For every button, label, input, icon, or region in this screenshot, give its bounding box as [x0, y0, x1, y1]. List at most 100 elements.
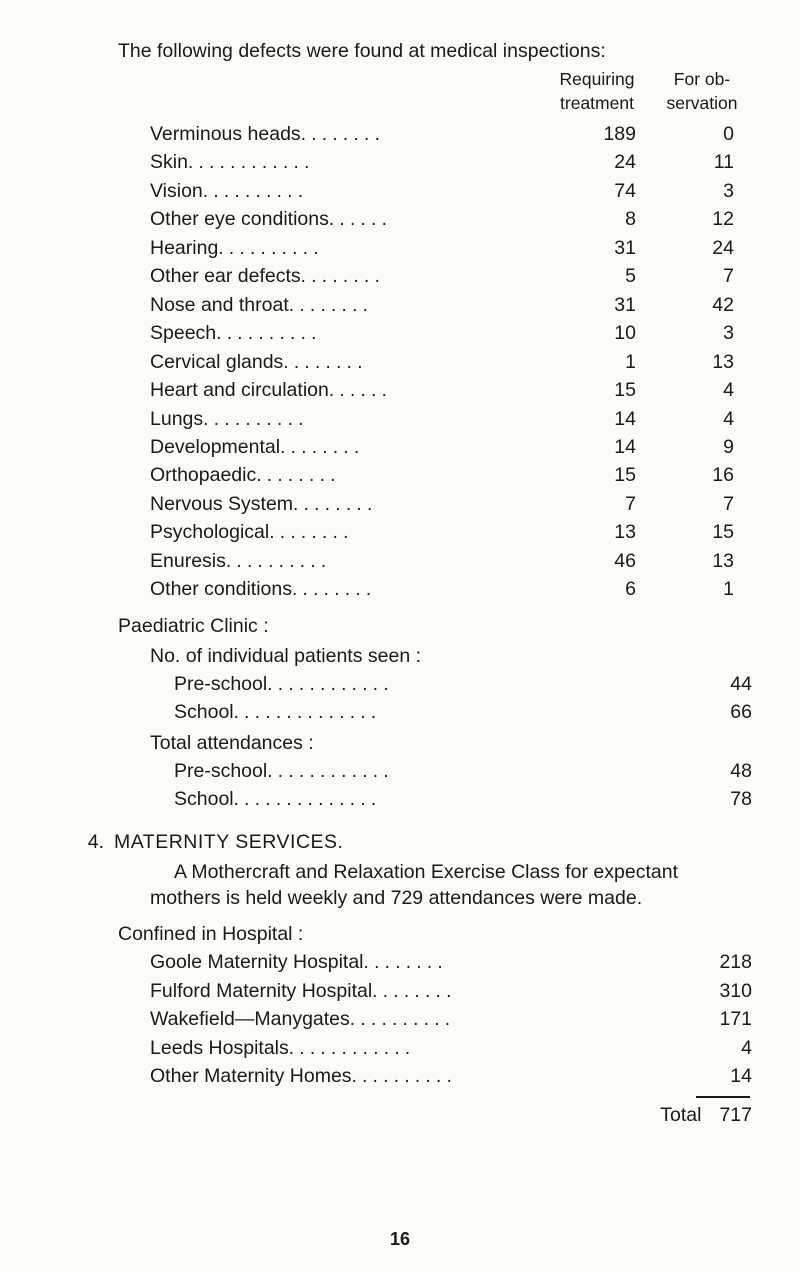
treatment-value: 31 — [556, 235, 654, 261]
observation-value: 3 — [654, 320, 752, 346]
paediatric-sub1: No. of individual patients seen : — [150, 643, 752, 669]
treatment-value: 189 — [556, 121, 654, 147]
observation-value: 24 — [654, 235, 752, 261]
leader-dots: . . . . . . . . . . . . — [289, 1036, 682, 1061]
hospital-value: 310 — [682, 978, 752, 1004]
hospital-value: 14 — [682, 1063, 752, 1089]
table-row: Developmental . . . . . . . . 149 — [150, 434, 752, 460]
treatment-value: 10 — [556, 320, 654, 346]
defect-label: Cervical glands — [150, 349, 283, 375]
treatment-value: 5 — [556, 263, 654, 289]
table-row: Vision . . . . . . . . . . 743 — [150, 178, 752, 204]
table-row: Skin . . . . . . . . . . . . 2411 — [150, 149, 752, 175]
table-row: Lungs . . . . . . . . . . 144 — [150, 406, 752, 432]
treatment-value: 1 — [556, 349, 654, 375]
rule-wrap — [150, 1092, 752, 1102]
leader-dots: . . . . . . . . . . — [216, 321, 556, 346]
paediatric-sub2: Total attendances : — [150, 730, 752, 756]
hospitals-list: Goole Maternity Hospital . . . . . . . .… — [90, 949, 752, 1089]
observation-value: 15 — [654, 519, 752, 545]
defect-label: Developmental — [150, 434, 280, 460]
leader-dots: . . . . . . . . — [292, 577, 556, 602]
leader-dots: . . . . . . . . — [280, 435, 556, 460]
section-4-title: MATERNITY SERVICES. — [114, 829, 343, 855]
col-header-observation-l1: For ob- — [652, 68, 752, 91]
treatment-value: 14 — [556, 406, 654, 432]
hospital-label: Fulford Maternity Hospital — [150, 978, 372, 1004]
treatment-value: 13 — [556, 519, 654, 545]
paediatric-heading: Paediatric Clinic : — [118, 613, 752, 639]
hospital-value: 171 — [682, 1006, 752, 1032]
list-item: Wakefield—Manygates . . . . . . . . . . … — [150, 1006, 752, 1032]
section-4-paragraph: A Mothercraft and Relaxation Exercise Cl… — [150, 859, 752, 911]
total-row: Total 717 — [150, 1102, 752, 1128]
defect-label: Enuresis — [150, 548, 226, 574]
list-item: Other Maternity Homes . . . . . . . . . … — [150, 1063, 752, 1089]
hospital-label: Other Maternity Homes — [150, 1063, 352, 1089]
treatment-value: 8 — [556, 206, 654, 232]
leader-dots: . . . . . . . . . . — [218, 236, 556, 261]
leader-dots: . . . . . . . . — [283, 350, 556, 375]
hospital-label: Wakefield—Manygates — [150, 1006, 350, 1032]
item-label: School — [174, 786, 234, 812]
table-row: Hearing . . . . . . . . . . 3124 — [150, 235, 752, 261]
treatment-value: 24 — [556, 149, 654, 175]
leader-dots: . . . . . . . . . . . . . . — [234, 787, 682, 812]
leader-dots: . . . . . . . . — [364, 950, 682, 975]
leader-dots: . . . . . . . . — [269, 520, 556, 545]
observation-value: 9 — [654, 434, 752, 460]
leader-dots: . . . . . . . . . . — [203, 407, 556, 432]
leader-dots: . . . . . . . . . . — [350, 1007, 682, 1032]
observation-value: 12 — [654, 206, 752, 232]
defect-label: Other conditions — [150, 576, 292, 602]
leader-dots: . . . . . . . . . . . . . . — [234, 700, 682, 725]
observation-value: 0 — [654, 121, 752, 147]
page-number: 16 — [0, 1227, 800, 1251]
table-row: Nervous System . . . . . . . . 77 — [150, 491, 752, 517]
section-4-heading: 4. MATERNITY SERVICES. — [72, 829, 752, 855]
table-row: Verminous heads . . . . . . . . 1890 — [150, 121, 752, 147]
observation-value: 11 — [654, 149, 752, 175]
list-item: Leeds Hospitals . . . . . . . . . . . . … — [150, 1035, 752, 1061]
leader-dots: . . . . . . . . — [301, 122, 556, 147]
leader-dots: . . . . . . . . — [372, 979, 682, 1004]
total-value: 717 — [719, 1102, 752, 1128]
confined-heading: Confined in Hospital : — [118, 921, 752, 947]
treatment-value: 15 — [556, 462, 654, 488]
treatment-value: 7 — [556, 491, 654, 517]
observation-value: 13 — [654, 349, 752, 375]
table-row: Enuresis . . . . . . . . . . 4613 — [150, 548, 752, 574]
list-item: Pre-school . . . . . . . . . . . . 44 — [174, 671, 752, 697]
defect-label: Nose and throat — [150, 292, 289, 318]
leader-dots: . . . . . . . . . . — [203, 179, 556, 204]
defect-label: Lungs — [150, 406, 203, 432]
leader-dots: . . . . . . . . . . . . — [267, 672, 682, 697]
leader-dots: . . . . . . . . . . . . — [267, 759, 682, 784]
item-value: 78 — [682, 786, 752, 812]
leader-dots: . . . . . . — [329, 378, 556, 403]
item-label: School — [174, 699, 234, 725]
defects-table: Verminous heads . . . . . . . . 1890Skin… — [90, 121, 752, 603]
defect-label: Other eye conditions — [150, 206, 329, 232]
observation-value: 42 — [654, 292, 752, 318]
divider-rule — [696, 1096, 750, 1098]
item-value: 44 — [682, 671, 752, 697]
item-value: 66 — [682, 699, 752, 725]
treatment-value: 6 — [556, 576, 654, 602]
observation-value: 7 — [654, 263, 752, 289]
observation-value: 7 — [654, 491, 752, 517]
leader-dots: . . . . . . . . . . — [226, 549, 556, 574]
leader-dots: . . . . . . . . — [289, 293, 556, 318]
treatment-value: 31 — [556, 292, 654, 318]
list-item: School . . . . . . . . . . . . . . 78 — [174, 786, 752, 812]
treatment-value: 14 — [556, 434, 654, 460]
leader-dots: . . . . . . — [329, 207, 556, 232]
hospital-value: 4 — [682, 1035, 752, 1061]
table-row: Speech . . . . . . . . . . 103 — [150, 320, 752, 346]
treatment-value: 46 — [556, 548, 654, 574]
defect-label: Speech — [150, 320, 216, 346]
item-label: Pre-school — [174, 758, 267, 784]
observation-value: 13 — [654, 548, 752, 574]
col-header-observation: For ob- servation — [652, 68, 752, 115]
observation-value: 3 — [654, 178, 752, 204]
